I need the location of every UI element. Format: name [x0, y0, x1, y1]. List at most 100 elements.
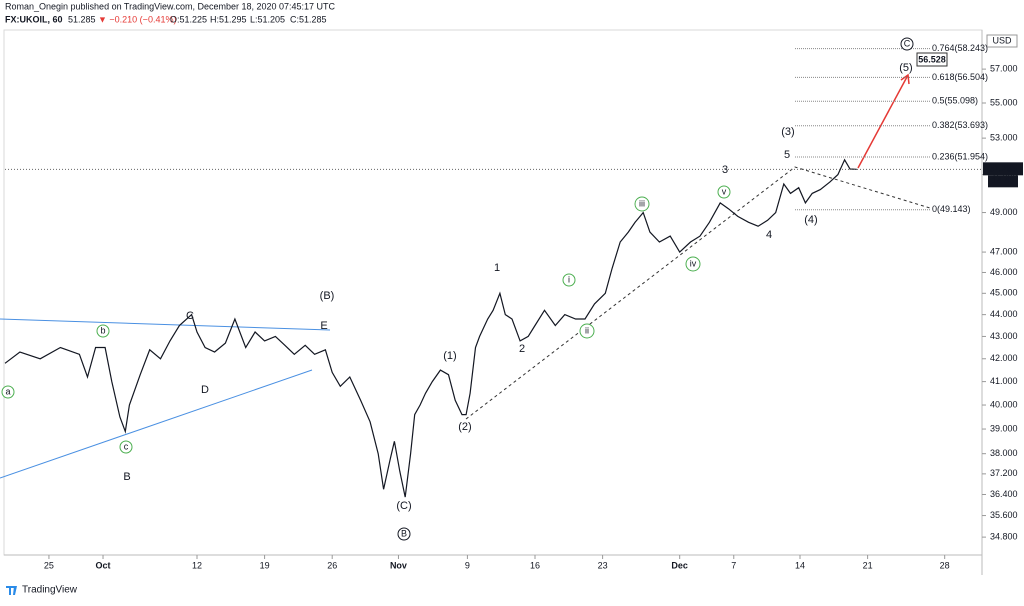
wave-label: iii — [639, 198, 645, 208]
wave-circle — [96, 324, 110, 338]
currency: USD — [992, 35, 1012, 45]
y-tick-label: 35.600 — [990, 510, 1018, 520]
y-tick-label: 39.000 — [990, 423, 1018, 433]
countdown-box — [988, 175, 1018, 188]
y-tick-label: 40.000 — [990, 399, 1018, 409]
wave-circle — [900, 37, 914, 51]
y-tick-label: 49.000 — [990, 207, 1018, 217]
y-tick-label: 34.800 — [990, 531, 1018, 541]
wave-label: C — [904, 38, 911, 48]
y-tick-label: 37.200 — [990, 468, 1018, 478]
high: H:51.295 — [210, 14, 247, 24]
wave-circle — [685, 256, 701, 272]
wave-label: iv — [690, 258, 697, 268]
y-tick-label: 38.000 — [990, 448, 1018, 458]
y-tick-label: 44.000 — [990, 309, 1018, 319]
price-label: 51.285 — [989, 164, 1017, 174]
wave-label: a — [5, 386, 10, 396]
wave-label: D — [201, 384, 209, 396]
wave-circle — [119, 440, 133, 454]
currency-box — [986, 34, 1018, 48]
x-tick-label: 26 — [327, 560, 337, 570]
wave-label: (B) — [320, 290, 335, 302]
wave-label: (C) — [396, 500, 411, 512]
x-tick-label: 28 — [940, 560, 950, 570]
projection-arrow — [857, 74, 909, 169]
trendline — [0, 369, 313, 479]
y-tick-label: 46.000 — [990, 267, 1018, 277]
target-label: 56.528 — [918, 54, 946, 64]
wave-label: (4) — [804, 214, 817, 226]
wave-circle — [562, 273, 576, 287]
publisher: Roman_Onegin published on TradingView.co… — [5, 1, 336, 11]
wave-label: E — [320, 320, 327, 332]
fib-label: 0.5(55.098) — [932, 96, 978, 106]
brand: TradingView — [22, 585, 78, 596]
x-tick-label: 23 — [598, 560, 608, 570]
x-tick-label: Oct — [96, 560, 111, 570]
fib-label: 0(49.143) — [932, 204, 971, 214]
y-tick-label: 43.000 — [990, 331, 1018, 341]
wave-circle — [634, 196, 650, 212]
logo — [6, 586, 17, 595]
x-tick-label: 7 — [731, 560, 736, 570]
x-tick-label: 14 — [795, 560, 805, 570]
wave-circle — [579, 323, 595, 339]
wave-label: (5) — [899, 62, 912, 74]
wave-label: 2 — [519, 343, 525, 355]
symbol: FX:UKOIL, 60 — [5, 14, 63, 24]
x-tick-label: Dec — [671, 560, 688, 570]
y-tick-label: 45.000 — [990, 288, 1018, 298]
x-tick-label: 9 — [465, 560, 470, 570]
fib-label: 0.618(56.504) — [932, 72, 988, 82]
x-tick-label: 21 — [863, 560, 873, 570]
wave-circle — [717, 185, 731, 199]
y-tick-label: 41.000 — [990, 376, 1018, 386]
plot-frame — [3, 29, 983, 556]
y-tick-label: 53.000 — [990, 133, 1018, 143]
change: ▼ −0.210 (−0.41%) — [98, 14, 176, 24]
y-tick-label: 55.000 — [990, 97, 1018, 107]
y-tick-label: 47.000 — [990, 246, 1018, 256]
wave-label: 4 — [766, 229, 772, 241]
close: C:51.285 — [290, 14, 327, 24]
open: O:51.225 — [170, 14, 207, 24]
low: L:51.205 — [250, 14, 285, 24]
x-tick-label: 12 — [192, 560, 202, 570]
fib-label: 0.236(51.954) — [932, 151, 988, 161]
target-box — [916, 52, 948, 67]
channel-line — [465, 166, 931, 420]
wave-label: C — [186, 310, 194, 322]
y-tick-label: 57.000 — [990, 63, 1018, 73]
wave-circle — [1, 385, 15, 399]
x-tick-label: 16 — [530, 560, 540, 570]
wave-label: 1 — [494, 262, 500, 274]
price-line — [4, 158, 857, 498]
wave-label: (3) — [781, 126, 794, 138]
wave-label: ii — [585, 325, 589, 335]
last-price: 51.285 — [68, 14, 96, 24]
wave-label: B — [401, 528, 407, 538]
x-tick-label: 25 — [44, 560, 54, 570]
wave-circle — [397, 527, 411, 541]
wave-label: v — [722, 186, 727, 196]
wave-label: B — [123, 471, 130, 483]
wave-label: i — [568, 274, 570, 284]
wave-label: b — [100, 325, 105, 335]
y-tick-label: 36.400 — [990, 489, 1018, 499]
wave-label: 5 — [784, 149, 790, 161]
countdown: 14:48 — [992, 176, 1015, 186]
fib-label: 0.764(58.243) — [932, 43, 988, 53]
x-tick-label: Nov — [390, 560, 407, 570]
wave-label: 3 — [722, 164, 728, 176]
price-box — [983, 162, 1023, 176]
wave-label: c — [124, 441, 129, 451]
y-tick-label: 42.000 — [990, 353, 1018, 363]
arrow-head — [900, 73, 910, 85]
trendline — [0, 318, 331, 331]
x-tick-label: 19 — [260, 560, 270, 570]
wave-label: (1) — [443, 350, 456, 362]
fib-label: 0.382(53.693) — [932, 120, 988, 130]
wave-label: (2) — [458, 421, 471, 433]
